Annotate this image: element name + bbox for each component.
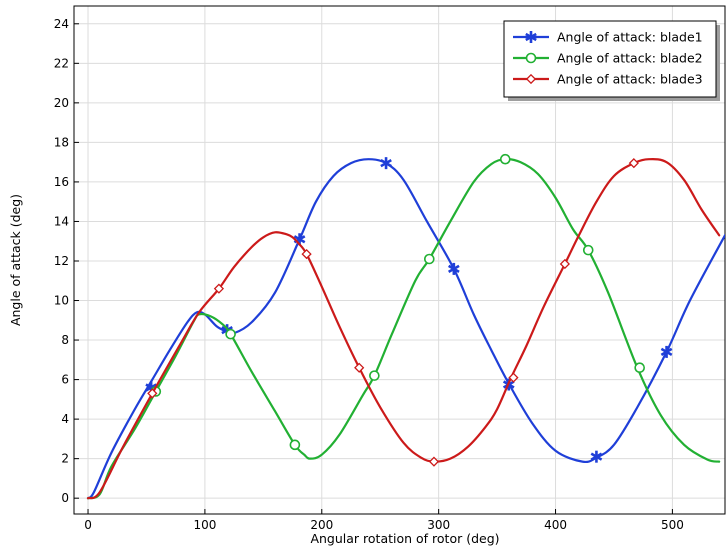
- y-tick-label: 6: [61, 373, 69, 387]
- data-point-marker: [301, 248, 312, 260]
- y-tick-label: 2: [61, 452, 69, 466]
- data-point-marker: [508, 372, 519, 383]
- data-point-marker: [590, 450, 603, 463]
- y-tick-label: 4: [61, 412, 69, 426]
- data-point-marker: [634, 362, 645, 374]
- data-point-marker: [559, 258, 570, 270]
- data-point-marker: [369, 370, 380, 381]
- y-tick-label: 8: [61, 333, 69, 347]
- legend-label-2: Angle of attack: blade2: [557, 51, 703, 66]
- x-tick-label: 400: [544, 518, 567, 532]
- y-tick-label: 14: [54, 214, 69, 228]
- legend-label-1: Angle of attack: blade1: [557, 30, 703, 45]
- series-line-3: [86, 158, 721, 500]
- data-point-marker: [213, 283, 225, 294]
- data-point-marker: [660, 345, 673, 358]
- data-point-marker: [380, 157, 392, 170]
- data-point-marker: [225, 328, 236, 340]
- legend-marker-2: [525, 52, 537, 64]
- series-layer: [86, 153, 725, 500]
- legend-label-3: Angle of attack: blade3: [557, 72, 703, 87]
- x-tick-label: 500: [661, 518, 684, 532]
- x-tick-label: 100: [193, 518, 216, 532]
- y-tick-label: 24: [54, 17, 69, 31]
- data-point-marker: [499, 153, 511, 165]
- legend-marker-3: [525, 73, 537, 85]
- data-point-marker: [628, 158, 639, 169]
- y-tick-label: 18: [54, 135, 69, 149]
- legend: Angle of attack: blade1 Angle of attack: …: [503, 20, 720, 101]
- x-tick-label: 0: [84, 518, 92, 532]
- y-tick-label: 12: [54, 254, 69, 268]
- y-tick-label: 0: [61, 491, 69, 505]
- x-tick-label: 200: [310, 518, 333, 532]
- plot-frame: [73, 5, 726, 515]
- y-tick-label: 10: [54, 294, 69, 308]
- y-axis-title: Angle of attack (deg): [8, 194, 23, 326]
- data-point-marker: [448, 262, 460, 275]
- y-tick-label: 16: [54, 175, 69, 189]
- y-tick-label: 22: [54, 56, 69, 70]
- data-point-marker: [147, 388, 158, 399]
- data-point-marker: [428, 456, 440, 467]
- data-point-marker: [424, 253, 435, 265]
- data-point-marker: [289, 439, 301, 451]
- x-axis-title: Angular rotation of rotor (deg): [310, 531, 499, 546]
- data-point-marker: [354, 362, 365, 373]
- series-3: [86, 158, 721, 500]
- series-line-1: [86, 158, 725, 500]
- x-tick-label: 300: [427, 518, 450, 532]
- legend-marker-1: [525, 31, 537, 43]
- y-tick-label: 20: [54, 96, 69, 110]
- data-point-marker: [582, 244, 594, 256]
